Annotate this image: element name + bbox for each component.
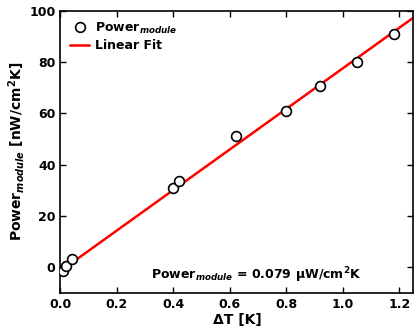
Point [176, 178, 182, 184]
Point [232, 134, 239, 139]
Y-axis label: Power$_{module}$ [nW/cm$^2$K]: Power$_{module}$ [nW/cm$^2$K] [5, 62, 26, 241]
Point [354, 59, 360, 65]
X-axis label: ΔT [K]: ΔT [K] [212, 313, 261, 327]
Point [170, 185, 177, 190]
Point [68, 257, 75, 262]
Text: Power$_{module}$ = 0.079 μW/cm$^2$K: Power$_{module}$ = 0.079 μW/cm$^2$K [151, 265, 361, 285]
Point [283, 108, 290, 113]
Point [317, 84, 323, 89]
Point [63, 263, 70, 268]
Point [60, 268, 67, 274]
Legend: Power$_{module}$, Linear Fit: Power$_{module}$, Linear Fit [67, 17, 181, 56]
Point [391, 31, 397, 36]
